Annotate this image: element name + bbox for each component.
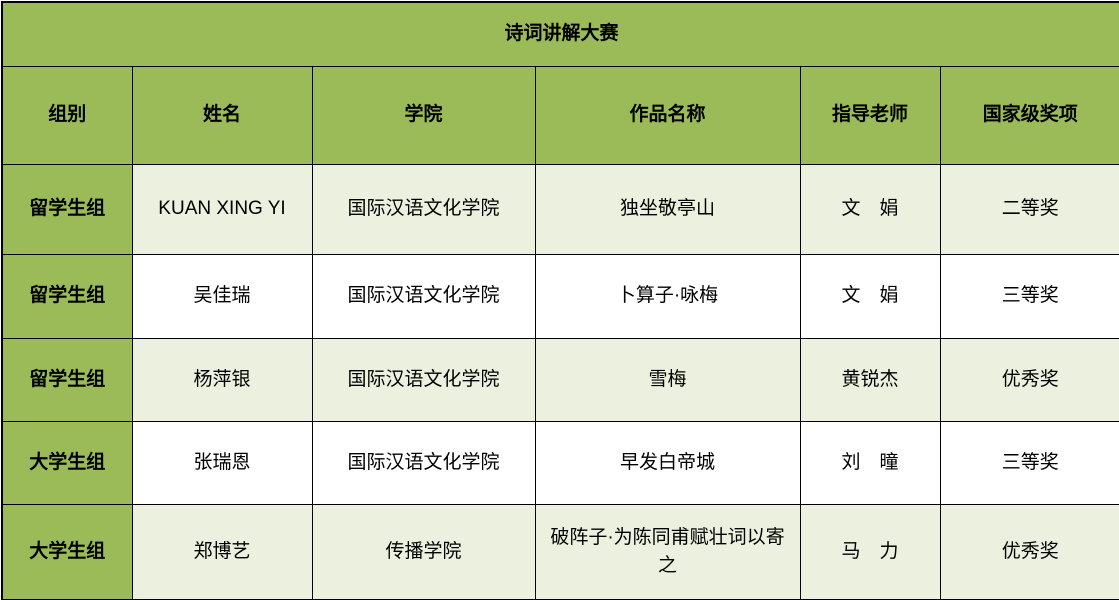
cell-group: 留学生组	[1, 253, 133, 339]
cell-college: 国际汉语文化学院	[311, 253, 536, 339]
header-work-title: 作品名称	[534, 65, 801, 165]
cell-work-title: 卜算子·咏梅	[534, 253, 801, 339]
cell-college: 国际汉语文化学院	[311, 163, 536, 255]
table-row: 留学生组 杨萍银 国际汉语文化学院 雪梅 黄锐杰 优秀奖	[1, 337, 1119, 422]
header-college: 学院	[311, 65, 536, 165]
table-title: 诗词讲解大赛	[1, 1, 1119, 67]
cell-group: 留学生组	[1, 337, 133, 422]
cell-award: 三等奖	[939, 253, 1119, 339]
cell-award: 三等奖	[939, 420, 1119, 505]
cell-work-title: 独坐敬亭山	[534, 163, 801, 255]
cell-advisor: 文 娟	[799, 163, 941, 255]
header-advisor: 指导老师	[799, 65, 941, 165]
cell-name: KUAN XING YI	[131, 163, 313, 255]
cell-group: 大学生组	[1, 420, 133, 505]
cell-name: 杨萍银	[131, 337, 313, 422]
cell-advisor: 黄锐杰	[799, 337, 941, 422]
header-award: 国家级奖项	[939, 65, 1119, 165]
cell-name: 郑博艺	[131, 503, 313, 600]
table-body: 留学生组 KUAN XING YI 国际汉语文化学院 独坐敬亭山文 娟二等奖 留学生组吴…	[1, 163, 1119, 600]
cell-work-title: 雪梅	[534, 337, 801, 422]
cell-advisor: 马 力	[799, 503, 941, 600]
table-row: 留学生组 吴佳瑞 国际汉语文化学院 卜算子·咏梅文 娟三等奖	[1, 253, 1119, 339]
cell-group: 大学生组	[1, 503, 133, 600]
cell-name: 吴佳瑞	[131, 253, 313, 339]
table-row: 大学生组 张瑞恩 国际汉语文化学院 早发白帝城刘 曈三等奖	[1, 420, 1119, 505]
cell-advisor: 文 娟	[799, 253, 941, 339]
header-name: 姓名	[131, 65, 313, 165]
cell-name: 张瑞恩	[131, 420, 313, 505]
header-group: 组别	[1, 65, 133, 165]
cell-work-title: 破阵子·为陈同甫赋壮词以寄之	[534, 503, 801, 600]
cell-award: 二等奖	[939, 163, 1119, 255]
cell-advisor: 刘 曈	[799, 420, 941, 505]
header-row: 组别 姓名 学院 作品名称 指导老师 国家级奖项	[1, 65, 1119, 165]
table-row: 留学生组 KUAN XING YI 国际汉语文化学院 独坐敬亭山文 娟二等奖	[1, 163, 1119, 255]
cell-award: 优秀奖	[939, 337, 1119, 422]
cell-group: 留学生组	[1, 163, 133, 255]
cell-award: 优秀奖	[939, 503, 1119, 600]
title-row: 诗词讲解大赛	[1, 1, 1119, 67]
cell-college: 国际汉语文化学院	[311, 420, 536, 505]
table-row: 大学生组 郑博艺 传播学院 破阵子·为陈同甫赋壮词以寄之马 力优秀奖	[1, 503, 1119, 600]
cell-college: 传播学院	[311, 503, 536, 600]
cell-college: 国际汉语文化学院	[311, 337, 536, 422]
cell-work-title: 早发白帝城	[534, 420, 801, 505]
